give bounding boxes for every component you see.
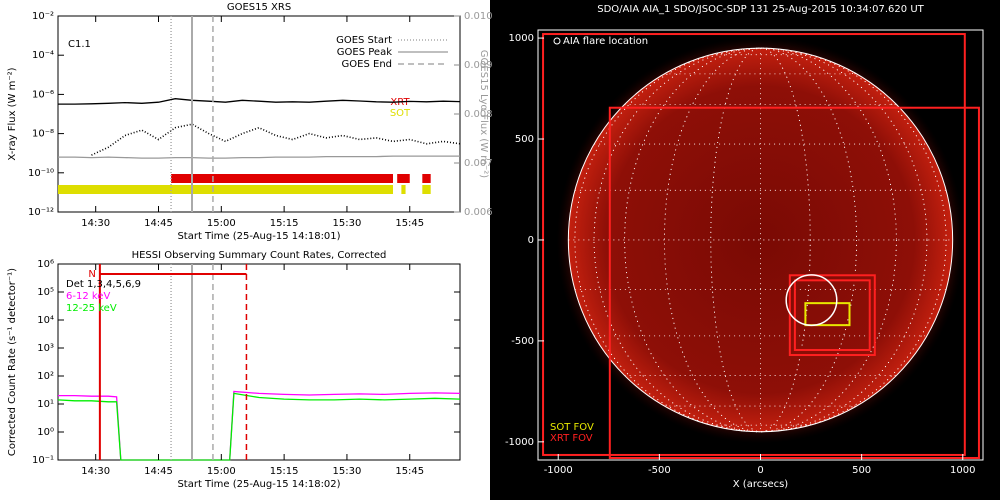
coverage-band xyxy=(171,174,393,183)
x-tick-label: 15:15 xyxy=(270,218,299,229)
x-tick-label: 14:45 xyxy=(144,218,173,229)
legend-label: 6-12 keV xyxy=(66,291,110,302)
coverage-band xyxy=(422,185,431,194)
x-tick-label: 15:15 xyxy=(270,466,299,477)
y2-tick-label: 0.007 xyxy=(464,158,493,169)
x-tick-label: 15:30 xyxy=(333,466,362,477)
x-tick-label: 500 xyxy=(852,465,871,476)
data-line xyxy=(58,155,460,159)
legend-label: GOES Peak xyxy=(337,47,392,58)
sun-disk xyxy=(567,47,954,433)
fov-box xyxy=(788,274,876,357)
y-tick-label: 10⁰ xyxy=(37,427,54,438)
fov-box xyxy=(793,279,871,351)
x-tick-label: -1000 xyxy=(544,465,573,476)
x-axis-label: Start Time (25-Aug-15 14:18:01) xyxy=(177,231,340,242)
fov-box xyxy=(542,33,966,456)
y-tick-label: -500 xyxy=(511,336,534,347)
x-tick-label: -500 xyxy=(648,465,671,476)
lon-line xyxy=(624,47,897,433)
chart-title: SDO/AIA AIA_1 SDO/JSOC-SDP 131 25-Aug-20… xyxy=(597,4,924,15)
coverage-band xyxy=(397,174,410,183)
y-axis-label: X-ray Flux (W m⁻²) xyxy=(7,67,18,160)
flag-label: N xyxy=(88,269,95,280)
y-tick-label: -1000 xyxy=(505,437,534,448)
plot-frame xyxy=(57,263,461,461)
y-tick-label: 0 xyxy=(528,235,534,246)
annotation: C1.1 xyxy=(68,39,91,50)
y2-tick-label: 0.008 xyxy=(464,109,493,120)
x-tick-label: 14:45 xyxy=(144,466,173,477)
legend-title: Det 1,3,4,5,6,9 xyxy=(66,279,141,290)
coverage-band xyxy=(422,174,431,183)
y2-tick-label: 0.010 xyxy=(464,11,493,22)
y-tick-label: 10⁻⁴ xyxy=(32,50,54,61)
legend-label: SOT FOV xyxy=(550,422,594,433)
data-line xyxy=(91,123,461,156)
x-tick-label: 0 xyxy=(757,465,763,476)
y2-axis-label: GOES15 Lyα Flux (W m⁻²) xyxy=(478,50,489,178)
y-tick-label: 10⁻¹ xyxy=(32,455,54,466)
legend-label: GOES End xyxy=(342,59,392,70)
legend-label: 12-25 keV xyxy=(66,303,117,314)
y-tick-label: 10³ xyxy=(37,343,54,354)
y-tick-label: 10¹ xyxy=(37,399,54,410)
data-line xyxy=(57,392,461,461)
y-tick-label: 10⁻⁶ xyxy=(32,89,54,100)
chart-title: HESSI Observing Summary Count Rates, Cor… xyxy=(132,250,387,261)
data-line xyxy=(58,98,461,105)
data-line xyxy=(58,390,461,461)
y-tick-label: 10⁴ xyxy=(37,315,54,326)
x-axis-label: X (arcsecs) xyxy=(733,479,789,490)
y-tick-label: 10⁶ xyxy=(37,259,54,270)
x-tick-label: 15:45 xyxy=(395,466,424,477)
x-tick-label: 1000 xyxy=(950,465,975,476)
y-tick-label: 10⁻¹⁰ xyxy=(28,168,54,179)
coverage-band xyxy=(401,185,406,194)
y-tick-label: 10⁻¹² xyxy=(28,207,54,218)
y-tick-label: 10⁻² xyxy=(32,11,54,22)
x-axis-label: Start Time (25-Aug-15 14:18:02) xyxy=(177,479,340,490)
flare-circle xyxy=(785,274,838,327)
y-tick-label: 10⁻⁸ xyxy=(32,129,54,140)
y-tick-label: 10⁵ xyxy=(37,287,54,298)
x-tick-label: 15:45 xyxy=(395,218,424,229)
x-tick-label: 14:30 xyxy=(81,218,110,229)
lon-line xyxy=(593,47,928,433)
y2-tick-label: 0.009 xyxy=(464,60,493,71)
legend-symbol xyxy=(553,37,561,45)
y-axis-label: Corrected Count Rate (s⁻¹ detector⁻¹) xyxy=(7,268,18,456)
lon-line xyxy=(710,47,811,433)
lon-line xyxy=(574,47,947,433)
x-tick-label: 14:30 xyxy=(81,466,110,477)
coverage-band xyxy=(58,185,393,194)
y-tick-label: 10² xyxy=(37,371,54,382)
fov-box xyxy=(804,302,851,327)
fov-box xyxy=(608,106,980,459)
coverage-label: SOT xyxy=(390,108,411,119)
legend-label: AIA flare location xyxy=(563,36,648,47)
x-tick-label: 15:00 xyxy=(207,466,236,477)
y2-tick-label: 0.006 xyxy=(464,207,493,218)
legend-label: GOES Start xyxy=(336,35,392,46)
y-tick-label: 500 xyxy=(515,134,534,145)
y-tick-label: 1000 xyxy=(509,33,534,44)
legend-label: XRT FOV xyxy=(550,433,593,444)
x-tick-label: 15:00 xyxy=(207,218,236,229)
chart-title: GOES15 XRS xyxy=(227,2,291,13)
x-tick-label: 15:30 xyxy=(333,218,362,229)
coverage-label: XRT xyxy=(390,97,410,108)
